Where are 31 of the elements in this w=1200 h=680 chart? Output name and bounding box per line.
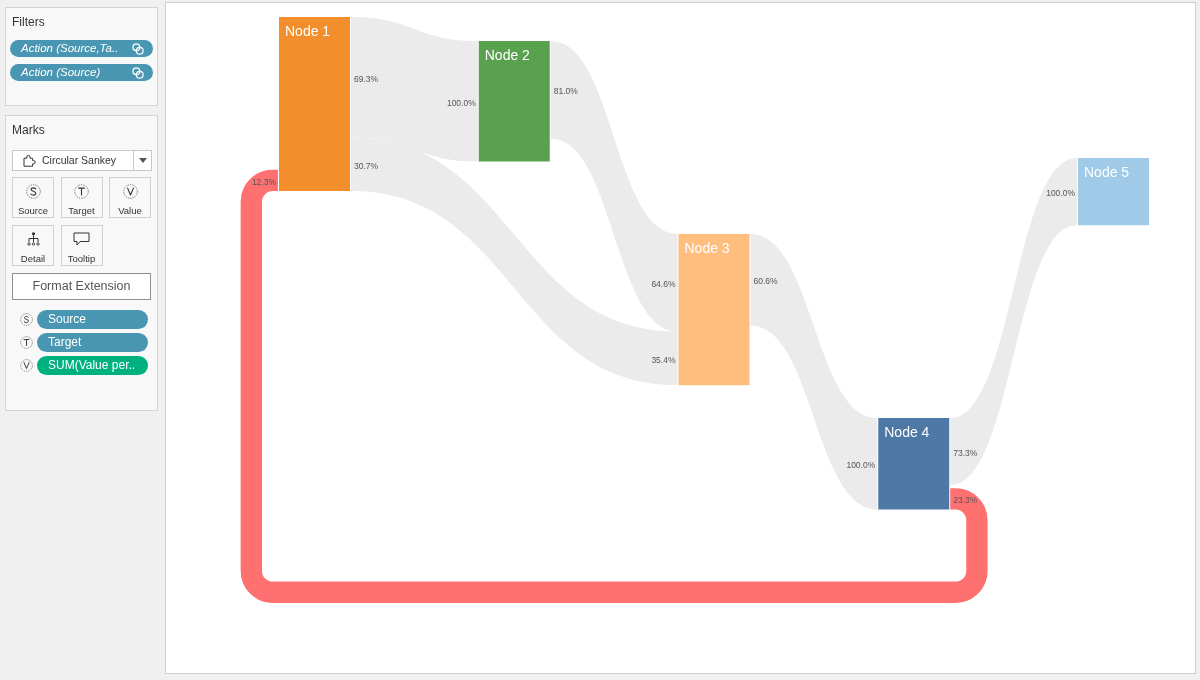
data-label: 81.0%	[553, 86, 579, 97]
text: Value	[117, 205, 143, 217]
data-label: 100.0%	[446, 97, 477, 108]
text: SUM(Value per..	[48, 357, 136, 374]
data-label: 73.3%	[953, 447, 978, 458]
data-label: 69.3%	[354, 73, 379, 84]
text: Target	[67, 205, 96, 217]
category-label: Node 3	[684, 240, 730, 257]
text: Filters	[12, 14, 45, 30]
text: Detail	[19, 253, 47, 265]
text: Tooltip	[66, 253, 97, 265]
category-label: Node 4	[884, 424, 930, 440]
data-label: 35.4%	[651, 354, 676, 365]
data-label: 23.3%	[953, 495, 978, 506]
text: Format Extension	[12, 273, 151, 300]
category-label: Node 2	[484, 46, 531, 63]
text: Marks	[12, 122, 45, 138]
data-label: 30.7%	[354, 160, 379, 171]
text: Action (Source,Ta..	[21, 41, 119, 56]
text: Target	[48, 334, 82, 351]
data-label: 12.3%	[251, 176, 277, 187]
category-label: Node 1	[285, 23, 331, 39]
text: Source	[48, 311, 87, 328]
text: Source	[16, 205, 50, 217]
text: Action (Source)	[21, 65, 101, 80]
data-label: 100.0%	[1046, 187, 1076, 198]
category-label: Node 5	[1084, 163, 1130, 180]
data-label: 100.0%	[846, 460, 876, 471]
text: Circular Sankey	[42, 153, 117, 168]
data-label: 60.6%	[753, 276, 779, 287]
data-label: 64.6%	[651, 279, 676, 290]
